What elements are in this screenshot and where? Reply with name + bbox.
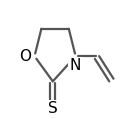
Text: O: O	[19, 49, 31, 64]
Text: S: S	[48, 101, 58, 116]
Text: N: N	[70, 59, 81, 74]
